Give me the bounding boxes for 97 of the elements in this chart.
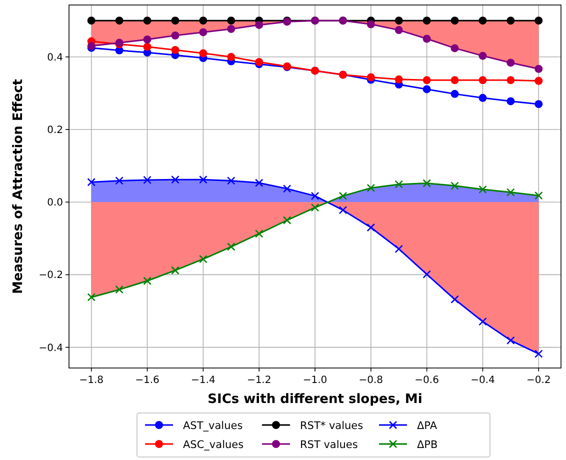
point [422, 34, 431, 43]
point [450, 90, 459, 98]
point [226, 176, 236, 185]
point [227, 16, 236, 25]
point [534, 191, 543, 200]
point [450, 76, 459, 84]
point [226, 242, 236, 251]
point [282, 184, 292, 193]
point [394, 75, 403, 84]
x-tick-label: −1.4 [191, 375, 216, 386]
point [199, 49, 208, 58]
point [478, 16, 487, 25]
point [143, 35, 152, 44]
point [255, 58, 264, 66]
point [171, 31, 180, 40]
point [227, 52, 236, 61]
point [394, 244, 404, 254]
point [478, 76, 487, 84]
point [506, 97, 515, 106]
legend-label: RST values [300, 439, 358, 451]
point [199, 16, 208, 25]
point [478, 185, 487, 194]
point [254, 178, 264, 188]
point [310, 203, 320, 212]
point [450, 44, 459, 52]
point [143, 42, 152, 51]
x-tick-label: −1.8 [79, 375, 104, 386]
point [534, 64, 543, 73]
y-axis-title: Measures of Attraction Effect [11, 78, 26, 294]
point [450, 16, 459, 25]
legend-label: ΔPA [417, 420, 438, 432]
point [282, 216, 292, 224]
point [171, 46, 180, 54]
point [366, 73, 375, 82]
point [478, 52, 487, 60]
y-tick-label: −0.2 [38, 270, 63, 282]
x-tick-label: −1.6 [135, 375, 160, 386]
point [338, 192, 348, 200]
y-tick-label: 0.2 [47, 125, 63, 136]
point [115, 16, 124, 25]
point [87, 16, 96, 25]
point [338, 206, 348, 214]
x-tick-label: −1.2 [246, 375, 272, 386]
point [394, 16, 403, 25]
point [199, 254, 208, 264]
x-tick-label: −0.6 [414, 375, 439, 386]
point [422, 179, 431, 188]
x-axis-title: SICs with different slopes, Mi [208, 392, 422, 407]
point [534, 100, 543, 108]
point [478, 94, 487, 102]
x-tick-label: −0.2 [526, 375, 551, 386]
point [171, 266, 180, 275]
point [255, 20, 264, 29]
point [366, 20, 375, 28]
point [450, 295, 459, 304]
legend-label: AST_values [183, 420, 243, 432]
point [422, 16, 431, 25]
point [115, 285, 124, 294]
point [506, 336, 515, 345]
x-tick-label: −0.8 [358, 375, 384, 386]
point [143, 16, 152, 25]
point [478, 317, 487, 326]
point [506, 58, 515, 67]
point [534, 350, 543, 358]
point [394, 26, 403, 34]
point [366, 223, 376, 232]
point [450, 182, 459, 190]
point [171, 16, 180, 25]
point [143, 276, 152, 286]
point [115, 176, 124, 185]
point [506, 188, 515, 196]
point [534, 76, 543, 85]
point [534, 16, 543, 25]
point [143, 176, 152, 184]
point [422, 270, 431, 278]
legend-label: ASC_values [183, 439, 244, 451]
point [254, 230, 264, 238]
x-tick-label: −0.4 [470, 375, 495, 386]
point [366, 184, 376, 192]
point [171, 175, 180, 184]
point [87, 178, 96, 186]
point [199, 175, 208, 184]
legend-label: ΔPB [417, 439, 438, 451]
point [506, 76, 515, 84]
point [394, 180, 404, 188]
y-tick-label: −0.4 [38, 342, 63, 354]
x-tick-label: −1.0 [302, 375, 328, 386]
legend-label: RST* values [300, 420, 364, 432]
point [199, 28, 208, 36]
point [87, 293, 96, 302]
y-tick-label: 0.0 [47, 198, 63, 209]
point [506, 16, 515, 25]
y-tick-label: 0.4 [47, 52, 63, 64]
point [422, 76, 431, 84]
point [227, 24, 236, 33]
point [310, 192, 320, 200]
point [422, 85, 431, 94]
